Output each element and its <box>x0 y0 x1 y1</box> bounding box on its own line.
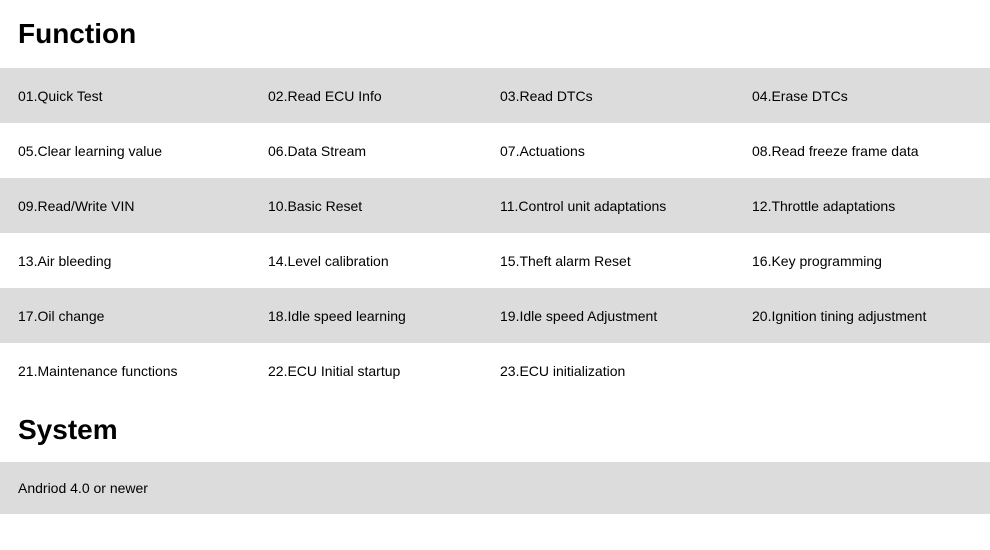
function-row: 13.Air bleeding 14.Level calibration 15.… <box>0 233 990 288</box>
function-title: Function <box>0 0 990 68</box>
function-item: 18.Idle speed learning <box>250 308 482 324</box>
system-row: Andriod 4.0 or newer <box>0 462 990 514</box>
function-row: 21.Maintenance functions 22.ECU Initial … <box>0 343 990 398</box>
function-row: 05.Clear learning value 06.Data Stream 0… <box>0 123 990 178</box>
function-grid: 01.Quick Test 02.Read ECU Info 03.Read D… <box>0 68 990 398</box>
system-title: System <box>0 398 990 462</box>
function-item: 03.Read DTCs <box>482 88 734 104</box>
function-item: 05.Clear learning value <box>0 143 250 159</box>
function-item: 13.Air bleeding <box>0 253 250 269</box>
function-row: 09.Read/Write VIN 10.Basic Reset 11.Cont… <box>0 178 990 233</box>
function-item: 04.Erase DTCs <box>734 88 990 104</box>
function-row: 17.Oil change 18.Idle speed learning 19.… <box>0 288 990 343</box>
function-item: 14.Level calibration <box>250 253 482 269</box>
function-item: 19.Idle speed Adjustment <box>482 308 734 324</box>
function-item: 09.Read/Write VIN <box>0 198 250 214</box>
function-item: 10.Basic Reset <box>250 198 482 214</box>
function-item: 15.Theft alarm Reset <box>482 253 734 269</box>
function-item: 16.Key programming <box>734 253 990 269</box>
system-requirement: Andriod 4.0 or newer <box>0 480 148 496</box>
function-item: 11.Control unit adaptations <box>482 198 734 214</box>
function-item: 06.Data Stream <box>250 143 482 159</box>
function-item: 08.Read freeze frame data <box>734 143 990 159</box>
function-item: 22.ECU Initial startup <box>250 363 482 379</box>
function-item: 21.Maintenance functions <box>0 363 250 379</box>
function-row: 01.Quick Test 02.Read ECU Info 03.Read D… <box>0 68 990 123</box>
function-item: 23.ECU initialization <box>482 363 734 379</box>
function-item: 12.Throttle adaptations <box>734 198 990 214</box>
function-item: 01.Quick Test <box>0 88 250 104</box>
function-item: 20.Ignition tining adjustment <box>734 308 990 324</box>
function-item: 07.Actuations <box>482 143 734 159</box>
function-item: 02.Read ECU Info <box>250 88 482 104</box>
function-item: 17.Oil change <box>0 308 250 324</box>
